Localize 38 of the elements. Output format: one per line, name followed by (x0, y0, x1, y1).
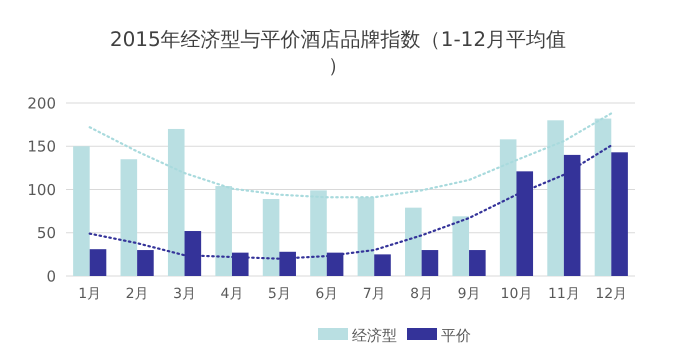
bar (73, 146, 90, 276)
bar (358, 197, 374, 276)
bar (422, 250, 438, 276)
x-tick-label: 6月 (315, 286, 338, 302)
x-tick-label: 10月 (500, 286, 532, 302)
bar (469, 250, 486, 276)
y-tick-label: 200 (27, 94, 56, 112)
x-tick-label: 9月 (458, 286, 481, 302)
bar (611, 152, 628, 276)
bar (90, 249, 106, 276)
x-tick-label: 4月 (220, 286, 244, 302)
x-tick-label: 11月 (548, 286, 580, 302)
legend-label: 平价 (441, 326, 471, 344)
legend-label: 经济型 (352, 326, 397, 344)
bar (168, 128, 185, 276)
x-tick-label: 7月 (362, 286, 386, 302)
x-tick-label: 2月 (126, 286, 149, 302)
y-tick-label: 100 (27, 180, 56, 199)
bar (500, 139, 516, 276)
y-tick-label: 0 (46, 267, 56, 286)
x-tick-label: 8月 (410, 286, 434, 302)
line-series (88, 112, 612, 198)
bar (405, 208, 422, 276)
bar (452, 216, 470, 276)
bar (547, 120, 564, 276)
y-tick-label: 150 (27, 138, 56, 156)
x-tick-label: 12月 (595, 286, 628, 302)
x-tick-label: 5月 (268, 286, 291, 302)
x-tick-label: 3月 (173, 286, 196, 302)
bar (594, 118, 612, 276)
bar (120, 159, 138, 276)
chart-title: 2015年经济型与平价酒店品牌指数（1-12月平均值） (110, 27, 566, 77)
bar (262, 199, 280, 276)
bar (310, 190, 327, 276)
bar (215, 186, 232, 276)
bar (374, 254, 391, 276)
x-tick-label: 1月 (78, 286, 102, 302)
y-tick-label: 50 (36, 224, 56, 242)
